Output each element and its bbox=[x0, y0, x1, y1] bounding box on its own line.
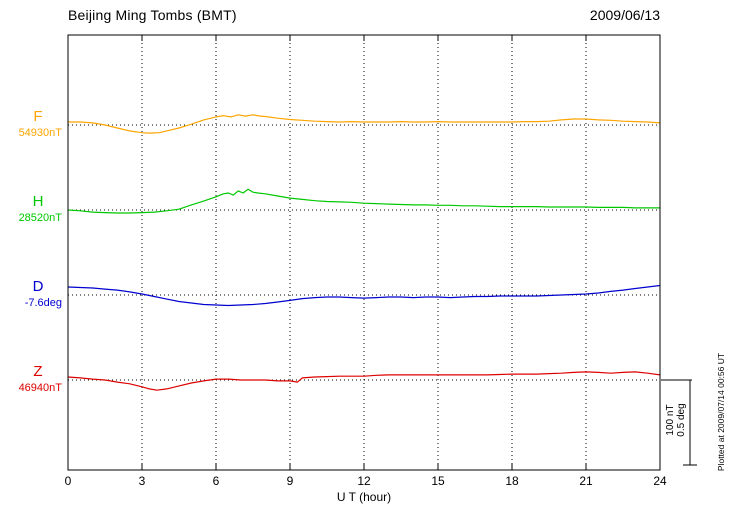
series-label-F: F bbox=[33, 108, 43, 125]
x-tick-label: 24 bbox=[653, 474, 667, 488]
series-baseline-Z: 46940nT bbox=[18, 382, 62, 394]
x-tick-label: 18 bbox=[505, 474, 519, 488]
series-label-Z: Z bbox=[33, 363, 43, 380]
series-label-D: D bbox=[32, 278, 44, 295]
x-tick-label: 12 bbox=[357, 474, 371, 488]
x-axis-label: U T (hour) bbox=[336, 490, 392, 504]
chart-title: Beijing Ming Tombs (BMT) bbox=[68, 7, 237, 23]
x-tick-label: 6 bbox=[212, 474, 220, 488]
scalebar-label-deg: 0.5 deg bbox=[676, 403, 687, 437]
plot-frame bbox=[67, 34, 661, 471]
trace-D bbox=[67, 284, 661, 307]
scalebar-label-nt: 100 nT bbox=[665, 404, 676, 436]
x-tick-label: 3 bbox=[138, 474, 146, 488]
x-tick-label: 0 bbox=[64, 474, 72, 488]
series-label-H: H bbox=[32, 193, 44, 210]
trace-F bbox=[68, 114, 661, 134]
trace-Z bbox=[67, 371, 661, 391]
x-tick-label: 9 bbox=[286, 474, 294, 488]
chart-date: 2009/06/13 bbox=[589, 7, 660, 23]
series-baseline-H: 28520nT bbox=[18, 212, 62, 224]
x-tick-label: 15 bbox=[431, 474, 445, 488]
x-tick-label: 21 bbox=[579, 474, 593, 488]
trace-H bbox=[67, 188, 660, 214]
series-baseline-F: 54930nT bbox=[18, 127, 62, 139]
plotted-at-note: Plotted at 2009/07/14 00:56 UT bbox=[716, 352, 726, 472]
scalebar-label: 100 nT 0.5 deg bbox=[665, 403, 687, 436]
series-baseline-D: -7.6deg bbox=[24, 297, 62, 309]
